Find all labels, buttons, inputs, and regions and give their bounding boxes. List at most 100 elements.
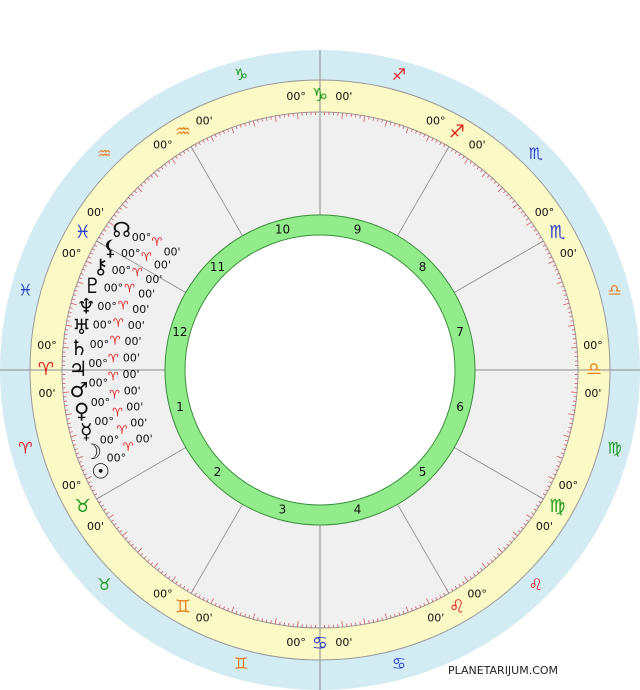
- degree-tick: [210, 136, 214, 142]
- outer-sign: ♎: [607, 281, 621, 300]
- degree-tick: [405, 127, 409, 134]
- degree-tick: [443, 144, 446, 148]
- degree-tick: [552, 264, 556, 267]
- degree-tick: [398, 612, 401, 616]
- degree-tick: [556, 455, 563, 459]
- degree-tick: [137, 187, 143, 193]
- degree-tick: [476, 166, 480, 170]
- degree-tick: [75, 285, 80, 288]
- degree-tick: [462, 155, 465, 159]
- degree-tick: [108, 514, 114, 519]
- degree-tick: [179, 153, 182, 157]
- degree-tick: [131, 193, 134, 197]
- degree-tick: [569, 315, 573, 318]
- degree-tick: [265, 619, 268, 623]
- degree-tick: [186, 588, 190, 592]
- degree-tick: [435, 139, 438, 143]
- cusp-minute: 00': [584, 387, 601, 400]
- degree-tick: [476, 570, 480, 574]
- degree-tick: [235, 610, 238, 615]
- degree-tick: [198, 142, 201, 146]
- degree-tick: [557, 461, 562, 463]
- house-line: [454, 447, 544, 500]
- degree-tick: [171, 158, 176, 164]
- degree-tick: [70, 434, 77, 438]
- degree-tick: [419, 132, 422, 136]
- degree-tick: [270, 620, 272, 624]
- degree-tick: [431, 137, 434, 141]
- center: [184, 234, 456, 506]
- planet-sign: ♈: [151, 235, 162, 249]
- degree-tick: [419, 604, 422, 608]
- degree-tick: [544, 248, 548, 251]
- outer-sign: ♋: [392, 654, 406, 673]
- degree-tick: [80, 272, 84, 275]
- degree-tick: [252, 120, 256, 127]
- cusp-degree: 00°: [467, 587, 487, 600]
- planet-degree: 00°: [90, 338, 110, 351]
- degree-tick: [186, 148, 190, 152]
- degree-tick: [66, 320, 70, 322]
- degree-tick: [82, 268, 86, 271]
- planet-sign: ♈: [108, 370, 119, 384]
- planet-sign: ♈: [109, 388, 120, 402]
- degree-tick: [570, 418, 574, 420]
- degree-tick: [134, 546, 137, 550]
- cusp-sign: ♒: [175, 122, 191, 143]
- degree-tick: [89, 252, 93, 255]
- degree-tick: [533, 229, 537, 232]
- degree-tick: [450, 148, 454, 152]
- house-lines: [0, 50, 640, 690]
- degree-tick: [548, 260, 554, 264]
- degree-tick: [257, 617, 259, 621]
- degree-tick: [554, 268, 558, 271]
- planet-degree: 00°: [107, 452, 127, 465]
- degree-tick: [486, 562, 490, 565]
- degree-tick: [506, 193, 509, 197]
- degree-tick: [341, 112, 343, 119]
- cusp-minute: 00': [469, 139, 486, 152]
- degree-tick: [89, 485, 93, 488]
- degree-tick: [140, 184, 144, 187]
- degree-tick: [481, 172, 487, 178]
- degree-tick: [439, 142, 442, 146]
- planet-degree: 00°: [132, 231, 152, 244]
- degree-tick: [493, 556, 497, 559]
- degree-tick: [86, 476, 92, 480]
- degree-tick: [435, 597, 438, 601]
- degree-tick: [198, 594, 201, 598]
- planet-minute: 00': [138, 288, 155, 301]
- degree-tick: [143, 556, 147, 559]
- planet-degree: 00°: [121, 247, 141, 260]
- degree-tick: [125, 536, 128, 540]
- degree-tick: [218, 132, 221, 136]
- planet-sign: ♈: [113, 316, 124, 330]
- degree-tick: [480, 567, 483, 571]
- planet-glyph: ♅: [72, 315, 91, 339]
- cusp-sign: ♉: [75, 496, 91, 517]
- degree-tick: [108, 221, 114, 226]
- degree-tick: [462, 581, 465, 585]
- degree-tick: [257, 119, 259, 123]
- degree-tick: [363, 618, 366, 625]
- degree-tick: [164, 163, 167, 167]
- degree-tick: [111, 218, 114, 221]
- degree-tick: [194, 144, 197, 148]
- planet-minute: 00': [123, 351, 140, 364]
- degree-tick: [402, 610, 405, 615]
- degree-tick: [98, 500, 102, 504]
- planet-glyph: ⚸: [103, 236, 118, 260]
- degree-tick: [411, 128, 413, 133]
- planet-glyph: ☉: [91, 459, 110, 483]
- degree-tick: [363, 115, 366, 122]
- degree-tick: [509, 197, 512, 200]
- degree-tick: [62, 391, 69, 393]
- planet-glyph: ☽: [83, 440, 102, 464]
- cusp-sign: ♊: [175, 596, 191, 617]
- degree-tick: [160, 166, 164, 170]
- planet-minute: 00': [136, 432, 153, 445]
- degree-tick: [384, 613, 388, 620]
- degree-tick: [122, 203, 128, 209]
- degree-tick: [68, 311, 72, 314]
- degree-tick: [66, 418, 70, 420]
